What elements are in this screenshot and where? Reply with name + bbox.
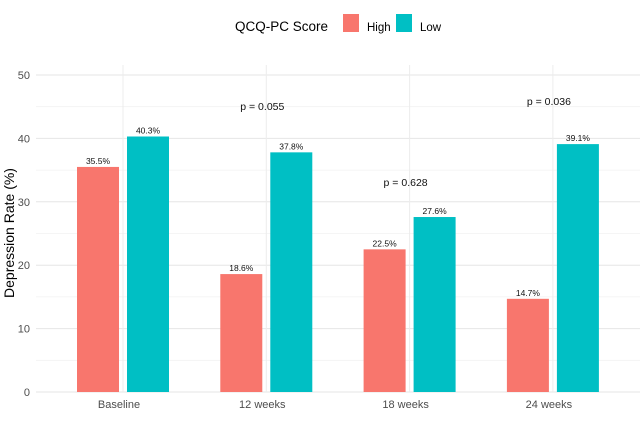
bar-labels: 35.5% 18.6% 22.5% 14.7% 40.3% 37.8% 27.6% 39.1% bbox=[86, 125, 590, 297]
x-tick-label: 18 weeks bbox=[382, 399, 429, 411]
y-axis-label: Depression Rate (%) bbox=[1, 168, 17, 298]
legend-title: QCQ-PC Score bbox=[235, 19, 328, 34]
bar-value-label: 22.5% bbox=[373, 238, 398, 248]
bar-value-label: 35.5% bbox=[86, 156, 111, 166]
legend-label-low: Low bbox=[420, 22, 442, 34]
annotations: p = 0.055 p = 0.628 p = 0.036 bbox=[240, 96, 571, 189]
x-tick-label: Baseline bbox=[98, 399, 140, 411]
bar-value-label: 18.6% bbox=[229, 263, 254, 273]
y-tick-label: 10 bbox=[18, 324, 30, 336]
legend-swatch-low bbox=[396, 14, 412, 32]
bar-value-label: 27.6% bbox=[423, 206, 448, 216]
y-tick-label: 50 bbox=[18, 70, 30, 82]
y-tick-label: 0 bbox=[24, 387, 30, 399]
bar-high-24-weeks bbox=[506, 298, 549, 392]
bar-low-24-weeks bbox=[556, 144, 599, 392]
legend-swatch-high bbox=[343, 14, 359, 32]
bar-high-12-weeks bbox=[220, 274, 263, 392]
y-tick-label: 30 bbox=[18, 197, 30, 209]
bar-low-baseline bbox=[127, 136, 169, 392]
x-tick-label: 12 weeks bbox=[239, 399, 286, 411]
y-axis-ticks: 0 10 20 30 40 50 bbox=[18, 70, 30, 399]
legend-label-high: High bbox=[367, 22, 391, 34]
y-tick-label: 40 bbox=[18, 133, 30, 145]
p-value-annotation: p = 0.036 bbox=[527, 96, 571, 108]
bar-value-label: 37.8% bbox=[279, 141, 304, 151]
bar-high-18-weeks bbox=[363, 249, 406, 392]
bar-value-label: 14.7% bbox=[516, 288, 541, 298]
y-tick-label: 20 bbox=[18, 260, 30, 272]
x-tick-label: 24 weeks bbox=[526, 399, 573, 411]
x-axis-ticks: Baseline 12 weeks 18 weeks 24 weeks bbox=[98, 399, 573, 411]
p-value-annotation: p = 0.055 bbox=[240, 101, 284, 113]
bars bbox=[77, 136, 599, 392]
bar-high-baseline bbox=[77, 166, 119, 392]
bar-value-label: 39.1% bbox=[566, 133, 591, 143]
p-value-annotation: p = 0.628 bbox=[384, 177, 428, 189]
bar-value-label: 40.3% bbox=[136, 125, 161, 135]
legend: QCQ-PC Score High Low bbox=[235, 14, 442, 34]
bar-low-12-weeks bbox=[270, 152, 313, 392]
bar-low-18-weeks bbox=[413, 217, 456, 392]
gridlines bbox=[36, 65, 640, 393]
